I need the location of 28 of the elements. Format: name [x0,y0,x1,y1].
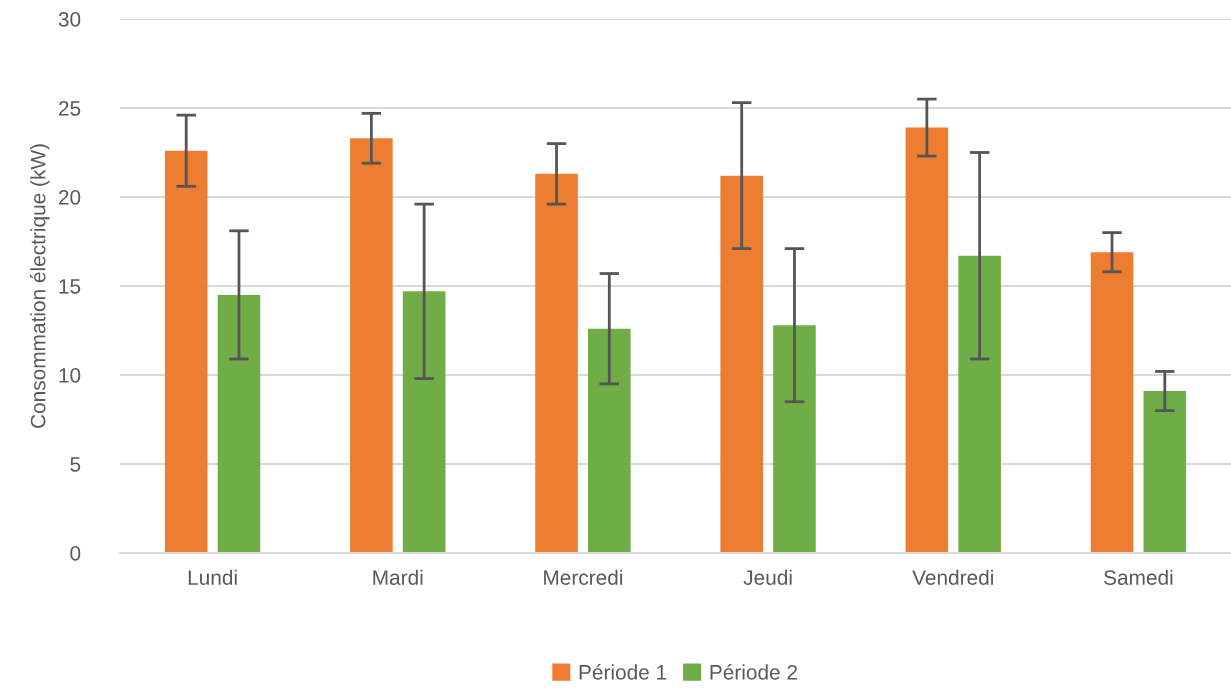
bar [720,175,763,553]
x-tick-label: Samedi [1104,569,1173,585]
bar [773,325,816,553]
bar [905,127,949,553]
bar [402,291,446,553]
bar [958,255,1001,553]
y-tick-label: 15 [59,279,81,294]
bar [164,150,208,553]
y-tick-label: 30 [58,12,81,27]
x-tick-label: Mercredi [544,569,623,585]
x-tick-label: Jeudi [743,569,792,585]
y-tick-label: 5 [70,457,81,472]
bar [535,173,578,553]
bar [588,328,631,553]
x-tick-label: Mardi [373,569,423,585]
y-tick-label: 0 [70,546,81,561]
y-tick-label: 20 [58,190,81,205]
y-axis-title: Consommation électrique (kW) [29,144,50,428]
y-tick-label: 25 [58,101,81,116]
bar [1090,252,1134,553]
x-tick-label: Vendredi [912,569,993,585]
legend-label: Période 2 [710,664,797,680]
bar [217,294,261,553]
bar [1143,391,1187,553]
y-tick-label: 10 [59,368,81,383]
bar [350,138,393,553]
x-tick-label: Lundi [188,569,237,585]
legend-label: Période 1 [579,664,667,680]
